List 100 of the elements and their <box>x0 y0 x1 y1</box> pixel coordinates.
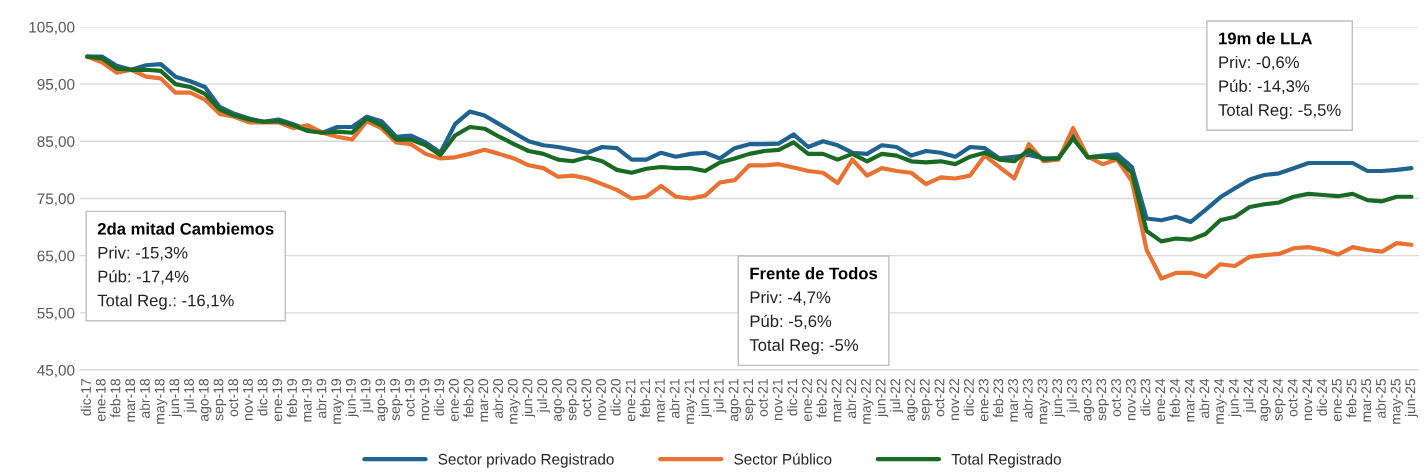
x-tick-label: dic-19 <box>433 379 445 416</box>
legend-label: Total Registrado <box>951 453 1061 468</box>
x-tick-label: dic-20 <box>610 378 621 416</box>
y-tick-label: 95,00 <box>37 78 75 92</box>
x-tick-label: oct-23 <box>1111 378 1121 417</box>
x-tick-label: jun-23 <box>1051 378 1065 418</box>
x-tick-label: ago-21 <box>728 379 742 422</box>
annotation: 19m de LLA Priv: -0,6% Púb: -14,3% Total Reg: -5,5% <box>1218 32 1341 120</box>
x-tick-label: feb-23 <box>993 378 1004 418</box>
x-tick-label: jul-18 <box>183 378 197 413</box>
x-tick-label: mar-25 <box>1361 378 1372 422</box>
x-tick-label: feb-19 <box>286 379 297 418</box>
x-tick-label: jun-19 <box>345 379 359 418</box>
x-tick-label: ago-20 <box>551 378 565 422</box>
x-tick-label: nov-19 <box>419 379 430 420</box>
x-tick-label: nov-21 <box>772 379 783 420</box>
x-tick-label: abr-20 <box>492 378 503 418</box>
x-tick-label: jun-18 <box>169 378 182 418</box>
x-tick-label: ene-22 <box>802 379 812 422</box>
x-tick-label: feb-18 <box>110 378 121 418</box>
x-tick-label: ago-24 <box>1258 378 1271 422</box>
x-tick-label: jun-21 <box>698 379 712 418</box>
x-tick-label: dic-18 <box>257 378 268 416</box>
x-tick-label: nov-24 <box>1302 378 1313 420</box>
x-tick-label: sep-21 <box>743 379 756 421</box>
x-tick-label: sep-22 <box>919 379 933 421</box>
legend-label: Sector Público <box>734 453 832 465</box>
x-tick-label: may-21 <box>684 379 697 424</box>
x-tick-label: oct-24 <box>1287 378 1298 417</box>
x-tick-label: feb-24 <box>1169 378 1180 418</box>
x-tick-label: jul-21 <box>713 379 727 413</box>
x-tick-label: abr-23 <box>1022 378 1033 418</box>
x-tick-label: ago-19 <box>375 379 388 422</box>
x-tick-label: may-24 <box>1214 378 1227 424</box>
x-tick-label: jul-19 <box>360 379 374 413</box>
annotation: 2da mitad Cambiemos Priv: -15,3% Púb: -17,4% Total Reg.: -16,1% <box>97 222 274 310</box>
x-tick-label: may-22 <box>860 379 874 424</box>
x-tick-label: oct-19 <box>404 379 415 417</box>
x-tick-label: mar-20 <box>478 378 489 422</box>
x-tick-label: sep-20 <box>566 378 580 421</box>
x-tick-label: jun-24 <box>1228 378 1242 418</box>
x-tick-label: dic-21 <box>787 379 798 416</box>
x-tick-label: feb-21 <box>639 379 651 418</box>
x-tick-label: feb-22 <box>816 379 827 418</box>
x-tick-label: may-23 <box>1037 378 1051 424</box>
x-tick-label: ene-23 <box>978 378 989 422</box>
x-tick-label: jul-24 <box>1243 378 1257 413</box>
x-tick-label: may-18 <box>154 378 168 424</box>
x-tick-label: mar-19 <box>301 379 312 422</box>
x-tick-label: abr-19 <box>316 379 327 418</box>
x-tick-label: ene-21 <box>625 379 636 422</box>
x-tick-label: sep-18 <box>213 378 227 421</box>
x-tick-label: dic-23 <box>1140 378 1151 416</box>
x-tick-label: ago-23 <box>1081 378 1095 422</box>
x-tick-label: ene-18 <box>95 378 106 422</box>
x-tick-label: ago-22 <box>905 379 918 422</box>
x-tick-label: dic-24 <box>1316 378 1327 416</box>
x-tick-label: ene-24 <box>1155 378 1166 422</box>
x-tick-label: jun-22 <box>875 379 889 418</box>
x-tick-label: may-19 <box>331 379 344 424</box>
x-tick-label: mar-22 <box>831 379 842 422</box>
x-tick-label: jul-20 <box>536 378 550 413</box>
x-tick-label: mar-23 <box>1008 378 1018 422</box>
y-tick-label: 105,00 <box>29 21 75 35</box>
x-tick-label: jul-22 <box>890 379 903 413</box>
x-tick-label: mar-18 <box>125 378 136 422</box>
x-tick-label: abr-24 <box>1199 378 1210 418</box>
x-tick-label: abr-22 <box>845 379 857 418</box>
x-tick-label: ene-25 <box>1331 378 1342 422</box>
y-tick-label: 65,00 <box>37 250 75 264</box>
x-tick-label: nov-22 <box>949 379 960 420</box>
x-tick-label: abr-21 <box>669 379 680 418</box>
x-tick-label: jul-23 <box>1066 378 1080 413</box>
x-tick-label: ago-18 <box>198 378 212 422</box>
x-tick-label: oct-20 <box>581 378 592 417</box>
legend-label: Sector privado Registrado <box>438 453 614 468</box>
x-tick-label: feb-20 <box>463 378 474 418</box>
y-tick-label: 45,00 <box>37 364 75 378</box>
y-tick-label: 85,00 <box>37 136 75 149</box>
x-tick-label: oct-18 <box>228 378 239 417</box>
annotation: Frente de Todos Priv: -4,7% Púb: -5,6% Total Reg: -5% <box>749 267 878 355</box>
x-tick-label: oct-21 <box>757 379 768 417</box>
x-tick-label: ene-20 <box>448 378 459 422</box>
x-tick-label: nov-20 <box>596 378 606 420</box>
x-tick-label: jun-25 <box>1405 378 1418 418</box>
x-tick-label: sep-19 <box>390 379 403 421</box>
x-tick-label: dic-17 <box>80 379 91 416</box>
x-tick-label: ene-19 <box>272 379 283 422</box>
x-tick-label: may-20 <box>507 378 521 424</box>
x-tick-label: feb-25 <box>1346 378 1357 418</box>
x-tick-label: may-25 <box>1390 378 1404 424</box>
x-tick-label: sep-24 <box>1272 378 1286 421</box>
x-tick-label: oct-22 <box>934 379 945 417</box>
x-tick-label: mar-24 <box>1184 378 1195 422</box>
y-tick-label: 75,00 <box>37 193 75 206</box>
x-tick-label: nov-18 <box>242 378 253 420</box>
x-tick-label: dic-22 <box>963 379 974 416</box>
x-tick-label: abr-25 <box>1375 378 1386 418</box>
x-tick-label: jun-20 <box>522 378 536 418</box>
x-tick-label: nov-23 <box>1125 378 1136 420</box>
